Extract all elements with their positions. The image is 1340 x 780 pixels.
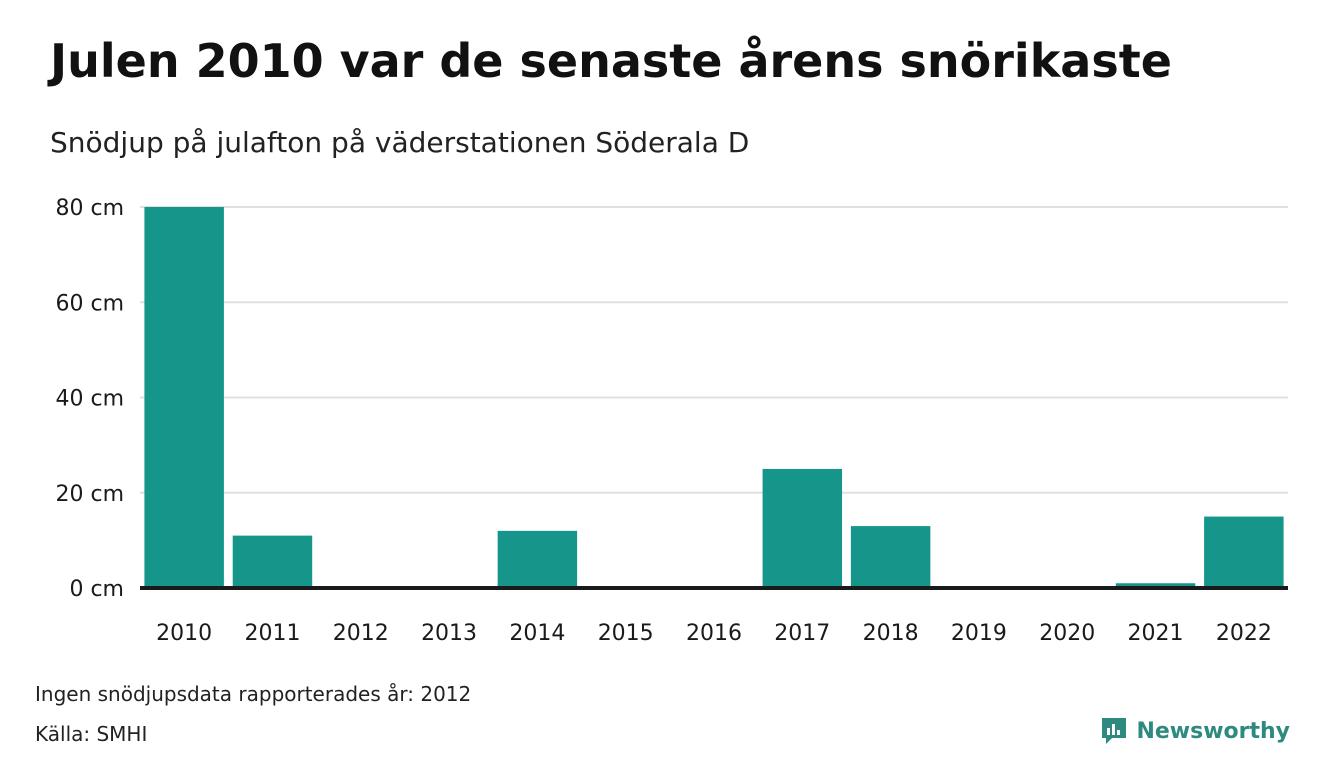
x-tick-label: 2014 xyxy=(509,621,565,646)
y-tick-label: 20 cm xyxy=(55,482,124,507)
x-tick-label: 2021 xyxy=(1128,621,1184,646)
bar-2022 xyxy=(1204,516,1284,588)
chart-title: Julen 2010 var de senaste årens snörikas… xyxy=(50,34,1172,88)
y-tick-label: 40 cm xyxy=(55,387,124,412)
y-tick-label: 80 cm xyxy=(55,196,124,221)
x-tick-label: 2015 xyxy=(598,621,654,646)
bar-2011 xyxy=(232,535,313,588)
x-tick-label: 2011 xyxy=(244,621,300,646)
y-tick-label: 60 cm xyxy=(55,291,124,316)
chart-subtitle: Snödjup på julafton på väderstationen Sö… xyxy=(50,126,750,159)
newsworthy-logo-icon xyxy=(1102,718,1127,744)
brand-logo: Newsworthy xyxy=(1100,716,1290,746)
x-tick-label: 2017 xyxy=(774,621,830,646)
x-tick-label: 2013 xyxy=(421,621,477,646)
y-tick-label: 0 cm xyxy=(69,577,124,602)
bar-2010 xyxy=(144,207,224,588)
brand-name: Newsworthy xyxy=(1136,718,1290,744)
x-tick-label: 2018 xyxy=(863,621,919,646)
bar-2014 xyxy=(497,530,578,588)
x-tick-label: 2010 xyxy=(156,621,212,646)
bar-chart: 0 cm 20 cm 40 cm 60 cm 80 cm 2010 2011 2012 2013… xyxy=(55,196,1288,646)
footnote-missing-data: Ingen snödjupsdata rapporterades år: 201… xyxy=(35,682,472,706)
x-tick-label: 2016 xyxy=(686,621,742,646)
x-tick-label: 2022 xyxy=(1216,621,1272,646)
bar-2017 xyxy=(762,468,843,588)
bar-2018 xyxy=(850,526,931,588)
x-tick-label: 2012 xyxy=(333,621,389,646)
source-label: Källa: SMHI xyxy=(35,722,148,746)
x-tick-label: 2019 xyxy=(951,621,1007,646)
bar-2021 xyxy=(1115,583,1196,588)
x-tick-label: 2020 xyxy=(1039,621,1095,646)
